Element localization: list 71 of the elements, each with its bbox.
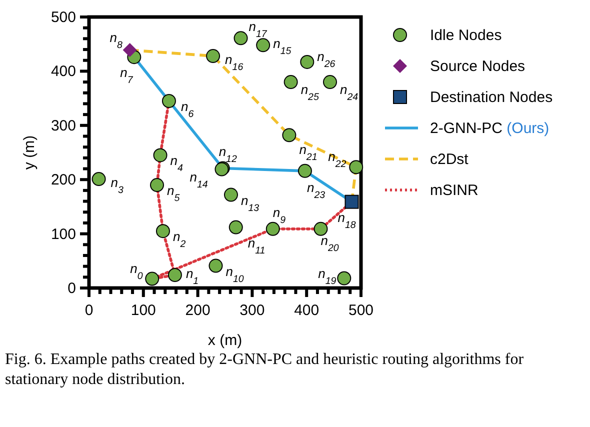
annotation: n$_{1}$ xyxy=(186,266,199,286)
annotation: n$_{15}$ xyxy=(273,36,292,57)
legend-label: mSINR xyxy=(430,182,478,199)
annotation: n$_{2}$ xyxy=(172,229,186,250)
annotation: n$_{18}$ xyxy=(338,210,356,230)
point xyxy=(284,75,298,90)
annotation: n$_{7}$ xyxy=(120,65,134,86)
annotation: n$_{8}$ xyxy=(110,30,124,51)
y-tick-label: 300 xyxy=(50,117,76,134)
point xyxy=(156,224,170,238)
point xyxy=(224,188,238,202)
annotation: n$_{20}$ xyxy=(320,232,340,254)
y-tick-label: 200 xyxy=(50,172,76,189)
annotation: n$_{9}$ xyxy=(272,204,286,226)
x-tick-label: 500 xyxy=(348,302,374,319)
y-axis-title: y (m) xyxy=(21,135,38,170)
point xyxy=(349,160,364,174)
x-tick-label: 300 xyxy=(240,302,265,319)
point xyxy=(153,148,168,162)
annotation: n$_{6}$ xyxy=(180,99,194,120)
annotation: n$_{4}$ xyxy=(170,153,184,174)
annotation: n$_{12}$ xyxy=(218,144,238,165)
legend-label: c2Dst xyxy=(430,151,470,168)
point xyxy=(208,258,223,273)
y-tick-label: 500 xyxy=(50,9,76,26)
point xyxy=(282,128,296,142)
annotation: n$_{11}$ xyxy=(248,235,266,256)
point xyxy=(256,38,270,52)
x-tick-label: 100 xyxy=(130,302,156,319)
point xyxy=(150,178,164,192)
annotation: n$_{14}$ xyxy=(190,169,208,190)
annotation: n$_{25}$ xyxy=(300,82,320,103)
point xyxy=(234,31,248,46)
annotation: n$_{23}$ xyxy=(306,180,326,200)
point xyxy=(300,54,314,69)
annotation: n$_{17}$ xyxy=(248,19,268,40)
point xyxy=(228,220,243,234)
point xyxy=(206,49,220,64)
legend-label: 2-GNN-PC (Ours) xyxy=(430,120,550,137)
annotation: n$_{3}$ xyxy=(110,175,124,196)
x-tick-label: 200 xyxy=(185,302,210,319)
x-tick-label: 400 xyxy=(294,302,320,319)
legend-label: Source Nodes xyxy=(430,58,526,75)
point xyxy=(266,222,280,236)
annotation: n$_{10}$ xyxy=(226,264,244,284)
point xyxy=(92,172,106,186)
y-tick-label: 100 xyxy=(50,226,76,243)
annotation: n$_{0}$ xyxy=(130,260,144,282)
annotation: n$_{26}$ xyxy=(317,48,336,70)
annotation: n$_{21}$ xyxy=(299,142,318,163)
x-tick-label: 0 xyxy=(84,302,94,319)
point xyxy=(298,164,312,178)
point xyxy=(145,272,160,286)
annotation: n$_{19}$ xyxy=(318,266,337,287)
point xyxy=(168,268,182,282)
point xyxy=(122,43,137,58)
y-tick-label: 0 xyxy=(68,280,76,297)
point xyxy=(344,194,359,209)
point xyxy=(314,222,328,236)
x-axis-title: x (m) xyxy=(208,332,242,349)
y-tick-label: 400 xyxy=(50,63,76,80)
annotation: n$_{24}$ xyxy=(340,82,359,103)
legend-label: Idle Nodes xyxy=(430,27,502,44)
annotation: n$_{5}$ xyxy=(167,183,180,204)
annotation: n$_{13}$ xyxy=(240,192,260,214)
annotation: n$_{16}$ xyxy=(225,52,244,73)
legend-label: Destination Nodes xyxy=(430,89,553,106)
point xyxy=(322,75,337,90)
point xyxy=(337,271,352,286)
point xyxy=(162,94,176,108)
caption: Fig. 6. Example paths created by 2-GNN-PC and heuristic routing algorithms for stationary node distribution. xyxy=(5,350,525,390)
